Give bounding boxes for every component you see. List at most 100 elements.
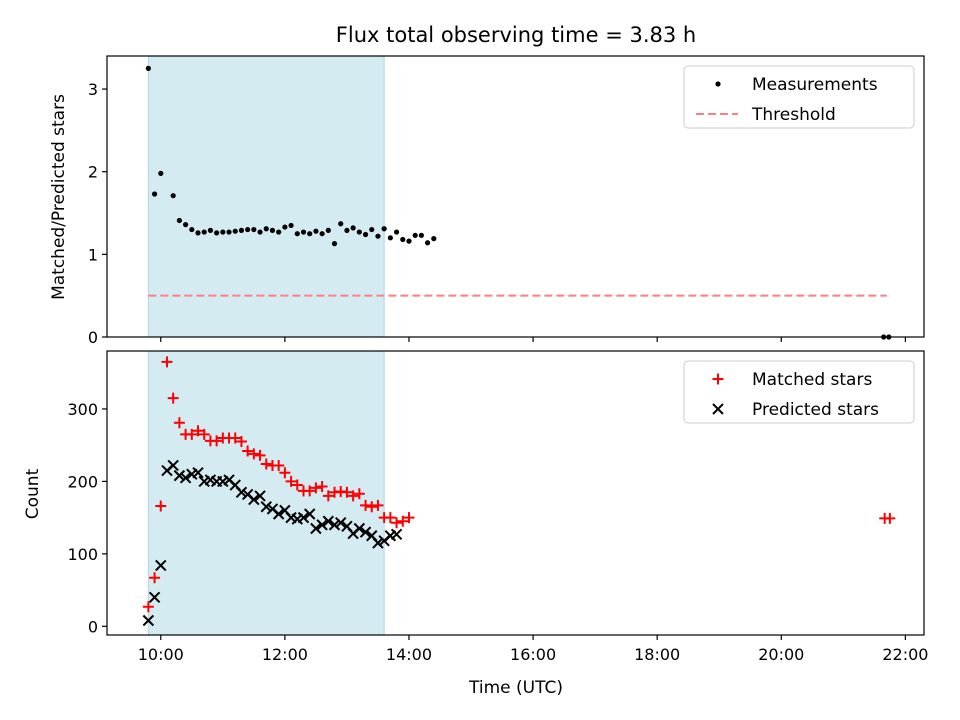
data-point — [155, 559, 167, 572]
y-tick-label: 200 — [67, 472, 98, 491]
legend-label: Measurements — [752, 75, 878, 95]
legend-label: Predicted stars — [752, 400, 879, 420]
legend-marker — [712, 403, 724, 415]
data-point — [297, 511, 310, 524]
data-point — [170, 193, 176, 199]
data-point — [390, 528, 403, 541]
data-point — [167, 459, 179, 472]
legend-label: Threshold — [751, 105, 836, 125]
data-point — [322, 490, 334, 502]
data-point — [201, 229, 207, 235]
legend-marker — [712, 373, 724, 385]
data-point — [269, 227, 276, 233]
x-axis-label: Time (UTC) — [468, 678, 563, 698]
y-axis-label-top: Matched/Predicted stars — [49, 94, 69, 300]
data-point — [341, 486, 353, 498]
data-point — [393, 229, 400, 235]
y-tick-label: 0 — [88, 617, 98, 636]
data-point — [260, 501, 272, 513]
data-point — [186, 428, 198, 440]
data-point — [331, 241, 338, 247]
observing-window-span — [147, 55, 385, 338]
data-point — [158, 170, 164, 176]
x-tick-label: 22:00 — [882, 645, 928, 664]
data-point — [353, 522, 366, 535]
data-point — [251, 226, 257, 233]
data-point — [151, 191, 158, 197]
data-point — [285, 475, 297, 487]
x-tick-label: 14:00 — [386, 645, 432, 664]
data-point — [260, 458, 272, 470]
data-point — [273, 459, 285, 471]
data-point — [316, 480, 328, 492]
data-point — [418, 232, 424, 238]
data-point — [884, 512, 896, 524]
data-point — [310, 522, 322, 535]
data-point — [142, 601, 154, 613]
data-point — [207, 227, 214, 233]
data-point — [173, 417, 185, 429]
chart-title: Flux total observing time = 3.83 h — [336, 23, 696, 47]
data-point — [344, 227, 350, 233]
x-tick-label: 12:00 — [262, 645, 308, 664]
data-point — [242, 445, 254, 457]
data-point — [400, 236, 406, 243]
data-point — [176, 217, 182, 224]
data-point — [303, 508, 316, 520]
series-measurements — [145, 65, 892, 340]
x-tick-label: 16:00 — [510, 645, 556, 664]
data-point — [366, 501, 378, 513]
data-point — [369, 226, 375, 233]
data-point — [359, 526, 372, 538]
data-point — [282, 224, 288, 230]
data-point — [387, 235, 393, 241]
data-point — [322, 515, 335, 527]
y-tick-label: 100 — [67, 545, 98, 564]
data-point — [347, 490, 359, 502]
data-point — [257, 229, 263, 235]
legend-box — [683, 360, 915, 424]
y-axis-label-bottom: Count — [23, 468, 43, 519]
data-point — [254, 449, 266, 461]
data-point — [248, 493, 260, 506]
data-point — [360, 499, 372, 511]
data-point — [173, 469, 186, 482]
data-point — [310, 482, 322, 494]
data-point — [254, 490, 266, 502]
series-matched-stars — [142, 356, 896, 613]
data-point — [220, 229, 226, 235]
panel-ratio: 0 1 2 3 Measurements Threshold — [88, 55, 925, 347]
data-point — [356, 229, 362, 235]
data-point — [145, 65, 151, 71]
data-point — [353, 488, 365, 500]
data-point — [391, 517, 403, 529]
data-point — [325, 227, 331, 233]
data-point — [229, 432, 241, 444]
y-tick-label: 2 — [88, 163, 98, 182]
data-point — [276, 229, 282, 235]
y-tick-label: 3 — [88, 80, 98, 99]
data-point — [232, 228, 238, 234]
data-point — [235, 436, 247, 448]
data-point — [182, 222, 189, 228]
data-point — [226, 229, 232, 235]
x-tick-label: 10:00 — [138, 645, 184, 664]
data-point — [291, 479, 303, 491]
data-point — [307, 231, 313, 237]
series-predicted-stars — [142, 459, 403, 627]
data-point — [431, 236, 437, 242]
data-point — [372, 499, 384, 511]
data-point — [338, 221, 344, 227]
data-point — [148, 591, 161, 604]
data-point — [300, 229, 307, 235]
data-point — [362, 231, 369, 238]
data-point — [384, 512, 396, 524]
data-point — [350, 225, 356, 231]
data-point — [192, 467, 204, 479]
axes-frame — [106, 55, 925, 338]
data-point — [304, 485, 316, 497]
legend-label: Matched stars — [752, 370, 872, 390]
data-point — [189, 226, 195, 233]
data-point — [406, 238, 412, 244]
